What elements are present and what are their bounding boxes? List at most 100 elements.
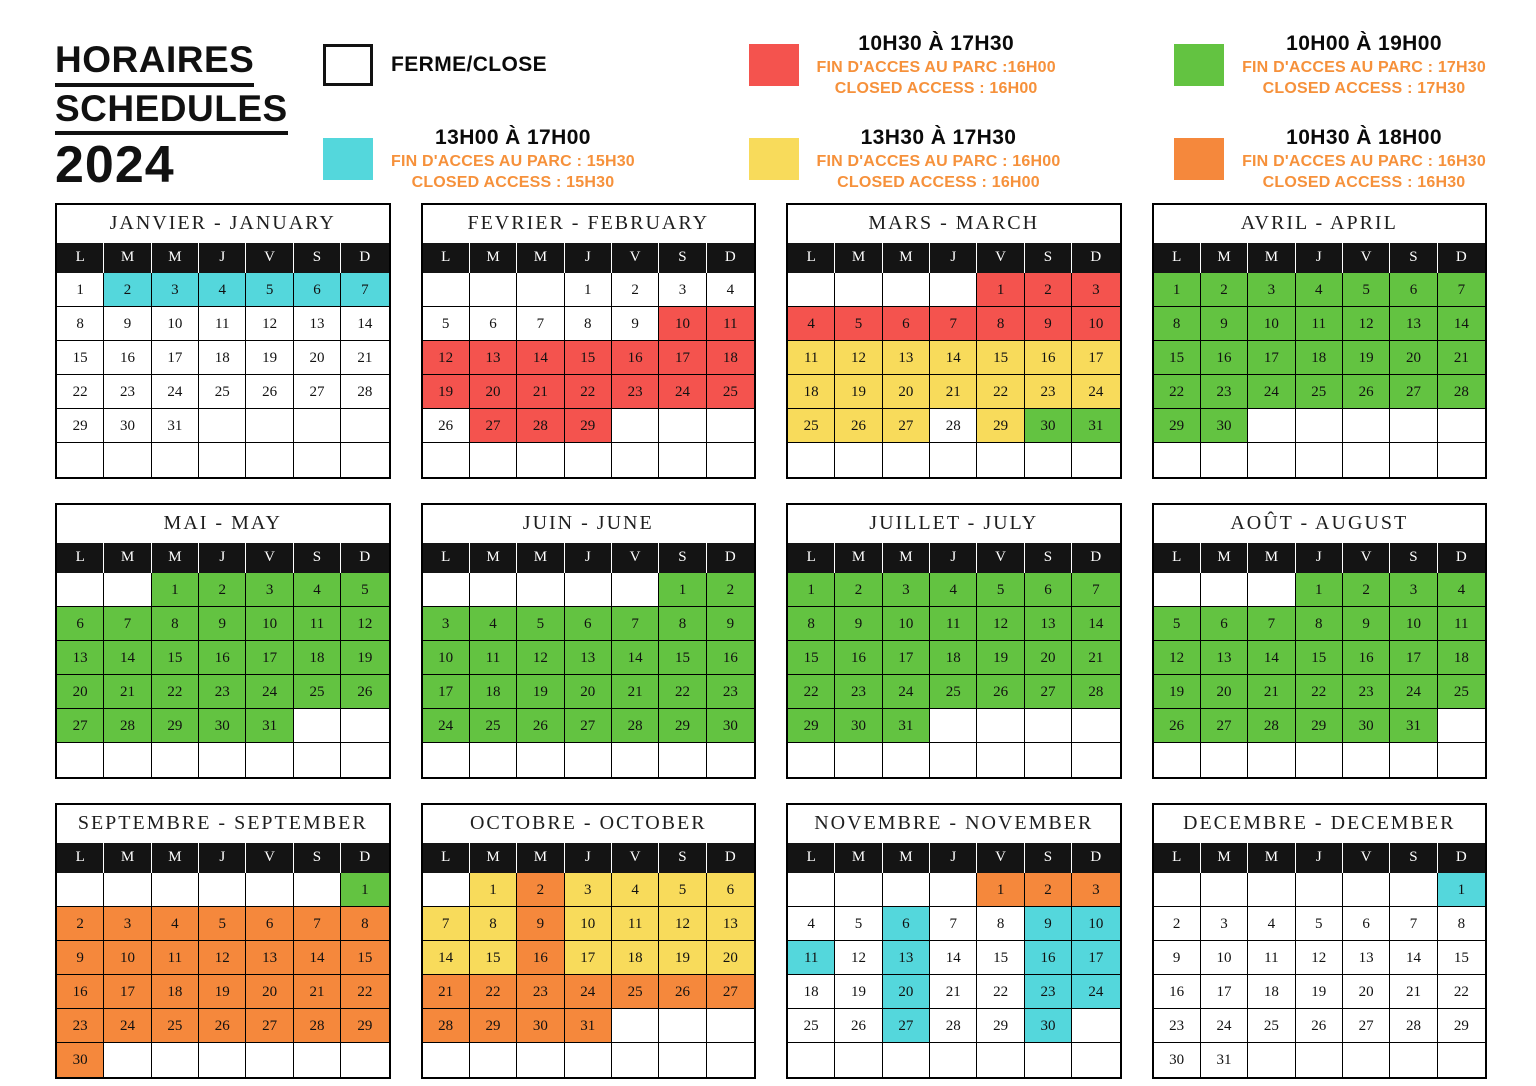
- weekday-label: J: [199, 543, 247, 573]
- day-cell: 23: [517, 975, 565, 1009]
- empty-cell: [341, 409, 389, 443]
- weekday-label: L: [1154, 543, 1201, 573]
- empty-cell: [469, 1043, 518, 1077]
- empty-cell: [469, 443, 518, 477]
- empty-cell: [469, 273, 518, 307]
- day-cell: 3: [882, 573, 931, 607]
- day-cell: 24: [1072, 975, 1120, 1009]
- day-cell: 3: [1200, 907, 1249, 941]
- day-cell: 29: [469, 1009, 518, 1043]
- empty-cell: [422, 273, 470, 307]
- page-title-year: 2024: [55, 136, 175, 195]
- day-cell: 20: [564, 675, 612, 709]
- empty-cell: [1295, 409, 1343, 443]
- day-cell: 18: [788, 375, 836, 409]
- day-cell: 19: [199, 975, 247, 1009]
- weekday-label: V: [612, 843, 660, 873]
- month-title: SEPTEMBRE - SEPTEMBER: [77, 812, 368, 834]
- day-cell: 18: [930, 641, 978, 675]
- day-cell: 16: [57, 975, 105, 1009]
- day-cell: 12: [422, 341, 470, 375]
- day-cell: 16: [199, 641, 247, 675]
- empty-cell: [706, 743, 754, 777]
- empty-cell: [1024, 1043, 1073, 1077]
- weekday-label: M: [104, 843, 152, 873]
- day-cell: 23: [104, 375, 152, 409]
- day-cell: 14: [930, 341, 978, 375]
- weekday-label: D: [724, 549, 736, 565]
- day-cell: 2: [57, 907, 105, 941]
- empty-cell: [422, 873, 470, 907]
- day-cell: 13: [1390, 307, 1438, 341]
- day-cell: 25: [788, 409, 836, 443]
- empty-cell: [293, 709, 342, 743]
- month-title: OCTOBRE - OCTOBER: [469, 812, 707, 834]
- day-cell: 28: [422, 1009, 470, 1043]
- day-cell: 16: [1200, 341, 1249, 375]
- empty-cell: [293, 873, 342, 907]
- day-cell: 14: [293, 941, 342, 975]
- day-cell: 10: [659, 307, 707, 341]
- legend-closed-access-line: CLOSED ACCESS : 16H00: [834, 80, 1038, 97]
- empty-cell: [611, 409, 660, 443]
- empty-cell: [659, 443, 707, 477]
- empty-cell: [422, 743, 470, 777]
- day-grid: 1 2 3 4 5 6 7 8 9 10 11 12 13 14 15 16 17 18 19 20 21 22 23 24 2…: [422, 573, 754, 777]
- legend-closed-access-line: CLOSED ACCESS : 17H30: [1262, 80, 1466, 97]
- day-cell: 30: [517, 1009, 565, 1043]
- day-cell: 21: [1248, 675, 1296, 709]
- day-cell: 12: [246, 307, 294, 341]
- day-cell: 23: [706, 675, 754, 709]
- day-cell: 8: [1295, 607, 1343, 641]
- weekday-label: J: [565, 543, 612, 573]
- weekday-label: V: [1343, 843, 1391, 873]
- empty-cell: [151, 873, 200, 907]
- page-title-line1: HORAIRES: [55, 38, 255, 87]
- weekday-label: M: [1201, 843, 1249, 873]
- day-cell: 30: [1200, 409, 1249, 443]
- calendar-june: JUIN - JUNE L M M J V S D 1 2 3 4 5 6 7 8 9 10 11 12 13 14 15 1…: [420, 503, 756, 779]
- empty-cell: [1248, 1043, 1296, 1077]
- day-cell: 20: [469, 375, 518, 409]
- day-cell: 26: [659, 975, 707, 1009]
- day-cell: 16: [517, 941, 565, 975]
- day-cell: 9: [517, 907, 565, 941]
- weekday-label: D: [1090, 249, 1102, 265]
- empty-cell: [835, 743, 883, 777]
- day-cell: 18: [1295, 341, 1343, 375]
- weekday-label: V: [246, 243, 294, 273]
- empty-cell: [1248, 743, 1296, 777]
- day-cell: 30: [706, 709, 754, 743]
- weekday-label: L: [1154, 243, 1201, 273]
- day-cell: 4: [1295, 273, 1343, 307]
- empty-cell: [788, 273, 836, 307]
- empty-cell: [341, 443, 389, 477]
- day-cell: 29: [1153, 409, 1201, 443]
- day-cell: 15: [1295, 641, 1343, 675]
- day-cell: 28: [1390, 1009, 1438, 1043]
- day-cell: 21: [930, 375, 978, 409]
- empty-cell: [788, 443, 836, 477]
- weekday-label: J: [565, 843, 612, 873]
- day-cell: 3: [151, 273, 200, 307]
- empty-cell: [1295, 873, 1343, 907]
- empty-cell: [104, 1043, 152, 1077]
- day-cell: 21: [104, 675, 152, 709]
- day-cell: 30: [835, 709, 883, 743]
- day-cell: 17: [659, 341, 707, 375]
- day-cell: 27: [1024, 675, 1073, 709]
- weekday-label: S: [1025, 543, 1073, 573]
- day-cell: 1: [57, 273, 105, 307]
- day-grid: 1 2 3 4 5 6 7 8 9 10 11 12 13 14 15 16 17 18 19 20 21 22 23 24 2…: [57, 573, 389, 777]
- day-cell: 11: [706, 307, 754, 341]
- empty-cell: [1248, 573, 1296, 607]
- day-cell: 24: [104, 1009, 152, 1043]
- day-cell: 9: [199, 607, 247, 641]
- empty-cell: [1200, 873, 1249, 907]
- day-cell: 5: [1295, 907, 1343, 941]
- day-cell: 14: [1072, 607, 1120, 641]
- day-cell: 22: [1295, 675, 1343, 709]
- day-cell: 27: [1200, 709, 1249, 743]
- day-cell: 24: [564, 975, 612, 1009]
- day-cell: 31: [564, 1009, 612, 1043]
